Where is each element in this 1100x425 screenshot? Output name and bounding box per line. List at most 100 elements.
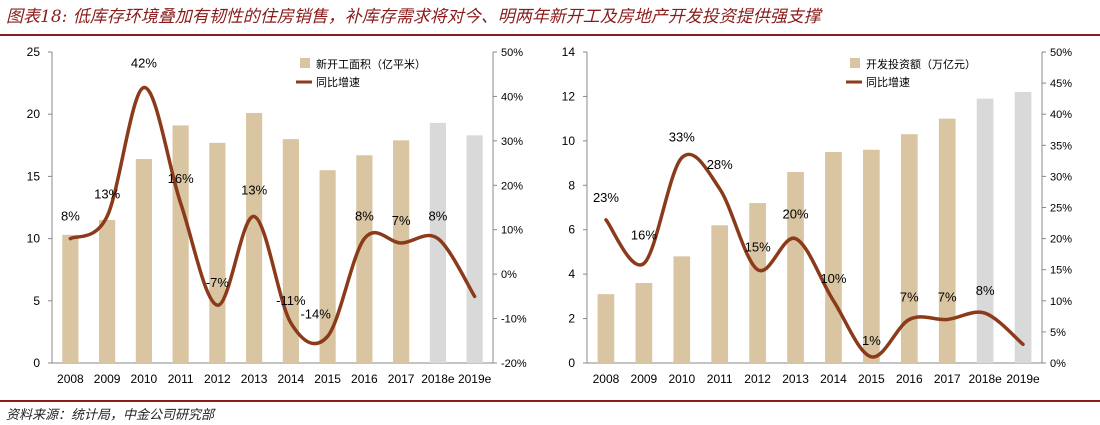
growth-data-label: -14% (300, 306, 331, 321)
bar-2017 (938, 118, 956, 364)
growth-data-label: 42% (131, 56, 157, 71)
y-right-tick-label: -20% (501, 358, 527, 370)
x-tick-label: 2016 (351, 372, 378, 386)
chart-investment: 0 2 4 6 8 10 12 14 0% 5% 10% 15% 20% 25% 30% 35% 40% 45% 5… (562, 45, 1073, 386)
y-right-tick-label: 0% (1050, 358, 1066, 370)
bar-2010 (135, 158, 152, 363)
y-right-tick-label: 45% (1050, 78, 1072, 90)
chart-new-starts: 0 5 10 15 20 25 -20% -10% 0% 10% 20% 30% 40% 50% 2008 2… (27, 45, 527, 386)
bar-2008 (62, 234, 79, 363)
y-right-tick-label: 25% (1050, 203, 1072, 215)
x-tick-label: 2009 (631, 372, 658, 386)
footer-rule (0, 400, 1100, 402)
y-right-tick-label: 50% (501, 47, 523, 59)
y-left-tick-label: 12 (562, 89, 576, 103)
growth-data-label: 33% (669, 130, 695, 145)
x-tick-label: 2017 (388, 372, 415, 386)
x-tick-label: 2014 (820, 372, 847, 386)
y-right-tick-label: 30% (1050, 171, 1072, 183)
x-tick-label: 2008 (57, 372, 84, 386)
growth-data-label: 15% (745, 240, 771, 255)
x-tick-label: 2019e (458, 372, 492, 386)
growth-data-label: 7% (392, 213, 411, 228)
y-left-tick-label: 14 (562, 45, 576, 59)
growth-data-label: 16% (631, 227, 657, 242)
y-left-tick-label: 4 (568, 267, 575, 281)
bar-2015 (319, 170, 336, 363)
y-right-tick-label: 5% (1050, 327, 1066, 339)
growth-data-label: 8% (61, 209, 80, 224)
bar-2012 (209, 142, 226, 363)
x-tick-label: 2018e (421, 372, 455, 386)
y-left-tick-label: 15 (27, 169, 41, 183)
growth-data-label: -11% (276, 293, 306, 308)
bar-2016 (900, 134, 918, 363)
growth-data-label: 7% (900, 289, 919, 304)
y-right-tick-label: 15% (1050, 265, 1072, 277)
bar-2015 (863, 149, 880, 363)
y-left-tick-label: 20 (27, 107, 41, 121)
x-tick-label: 2009 (94, 372, 121, 386)
bar-2017 (393, 140, 410, 363)
growth-data-label: -7% (206, 275, 230, 290)
bar-2018e (429, 122, 446, 364)
y-left-tick-label: 6 (568, 223, 575, 237)
legend-label-bar: 新开工面积（亿平米） (316, 57, 426, 71)
y-left-tick-label: 10 (27, 232, 41, 246)
title-rule (0, 34, 1100, 36)
bar-2014 (825, 151, 842, 363)
y-right-tick-label: 20% (1050, 234, 1072, 246)
y-left-tick-label: 8 (568, 178, 575, 192)
y-right-tick-label: 10% (1050, 296, 1072, 308)
y-right-tick-label: -10% (501, 314, 527, 326)
x-tick-label: 2012 (744, 372, 771, 386)
x-tick-label: 2018e (968, 372, 1002, 386)
bar-2009 (99, 219, 116, 363)
bar-2010 (673, 256, 691, 363)
growth-data-label: 8% (428, 209, 447, 224)
bar-2013 (246, 112, 263, 364)
y-right-tick-label: 30% (501, 136, 523, 148)
y-right-tick-label: 40% (501, 91, 523, 103)
x-tick-label: 2015 (858, 372, 885, 386)
x-tick-label: 2010 (131, 372, 158, 386)
legend-label-line: 同比增速 (866, 75, 910, 89)
bar-2011 (172, 125, 189, 363)
growth-data-label: 8% (355, 209, 374, 224)
growth-data-label: 13% (94, 186, 120, 201)
bar-2012 (749, 203, 766, 363)
x-tick-label: 2011 (707, 372, 733, 386)
y-left-tick-label: 0 (568, 356, 575, 370)
bar-2008 (597, 294, 615, 363)
bar-2013 (787, 171, 804, 363)
source-note: 资料来源：统计局，中金公司研究部 (6, 408, 215, 423)
x-tick-label: 2013 (782, 372, 809, 386)
growth-data-label: 20% (783, 207, 809, 222)
legend-label-bar: 开发投资额（万亿元） (866, 57, 976, 71)
x-tick-label: 2010 (668, 372, 695, 386)
bar-2011 (711, 225, 729, 363)
growth-data-label: 10% (820, 271, 846, 286)
growth-data-label: 8% (976, 283, 995, 298)
growth-data-label: 23% (593, 190, 619, 205)
y-right-tick-label: 0% (501, 269, 517, 281)
x-tick-label: 2011 (168, 372, 194, 386)
bar-2019e (1014, 91, 1032, 363)
y-right-tick-label: 50% (1050, 47, 1072, 59)
figure-title: 图表18: 低库存环境叠加有韧性的住房销售，补库存需求将对今、明两年新开工及房地… (6, 7, 821, 27)
bar-2009 (635, 283, 653, 363)
x-tick-label: 2017 (934, 372, 961, 386)
legend-swatch-bar (850, 58, 860, 68)
growth-line (68, 85, 477, 346)
legend-swatch-bar (300, 58, 310, 68)
bar-2018e (976, 98, 994, 364)
bar-2019e (466, 135, 483, 363)
y-right-tick-label: 10% (501, 225, 523, 237)
y-right-tick-label: 40% (1050, 109, 1072, 121)
x-tick-label: 2013 (241, 372, 268, 386)
x-tick-label: 2015 (314, 372, 341, 386)
growth-data-label: 7% (938, 289, 957, 304)
y-right-tick-label: 20% (501, 180, 523, 192)
legend-label-line: 同比增速 (316, 75, 360, 89)
x-tick-label: 2014 (278, 372, 305, 386)
